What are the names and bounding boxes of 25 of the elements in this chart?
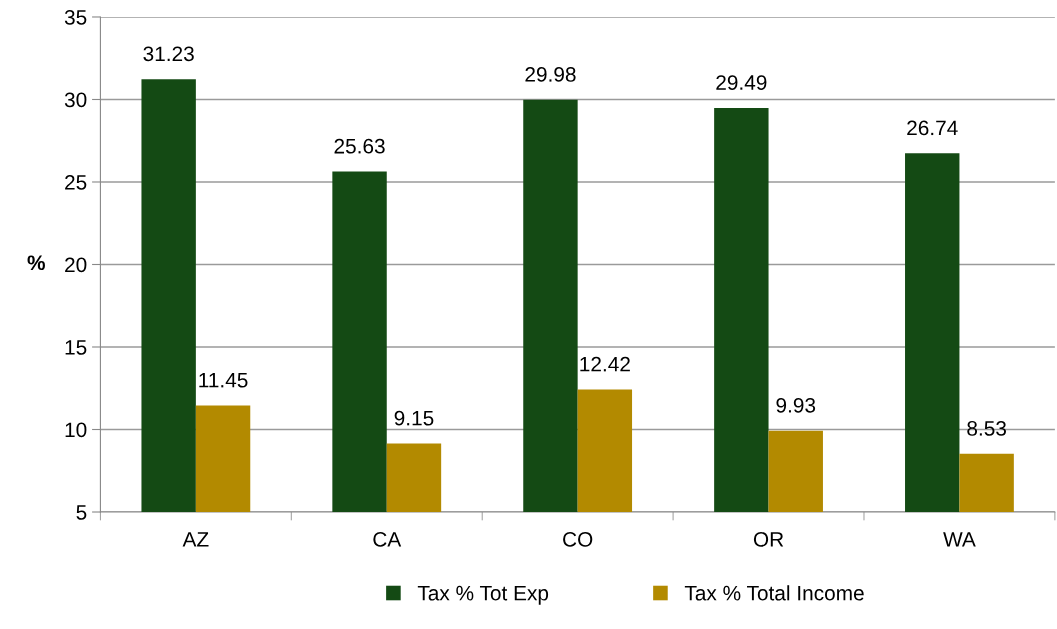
y-tick-label: 25 bbox=[65, 174, 87, 190]
data-label: 26.74 bbox=[907, 120, 958, 136]
y-tick-label: 5 bbox=[76, 505, 87, 520]
data-label: 9.15 bbox=[394, 410, 434, 426]
y-tick-label: 35 bbox=[64, 9, 87, 25]
x-tick-label: AZ bbox=[182, 532, 209, 547]
y-tick-label: 30 bbox=[64, 92, 87, 108]
x-tick-label: CO bbox=[563, 532, 593, 547]
x-tick-label: WA bbox=[943, 532, 976, 547]
legend-label: Tax % Tot Exp bbox=[417, 585, 549, 605]
data-label: 11.45 bbox=[199, 373, 248, 388]
y-tick-label: 15 bbox=[65, 340, 87, 355]
x-tick-label: CA bbox=[373, 532, 402, 547]
y-tick-label: 10 bbox=[65, 422, 87, 438]
data-label: 31.23 bbox=[143, 46, 194, 62]
data-label: 29.49 bbox=[716, 75, 767, 90]
data-label: 25.63 bbox=[334, 138, 385, 154]
data-label: 12.42 bbox=[580, 356, 630, 372]
data-label: 8.53 bbox=[967, 421, 1006, 436]
legend-label: Tax % Total Income bbox=[684, 585, 864, 601]
y-tick-label: 20 bbox=[65, 257, 87, 273]
y-axis-title: % bbox=[27, 255, 45, 271]
data-label: 29.98 bbox=[525, 67, 576, 82]
data-label: 9.93 bbox=[776, 397, 816, 413]
x-tick-label: OR bbox=[753, 532, 784, 547]
